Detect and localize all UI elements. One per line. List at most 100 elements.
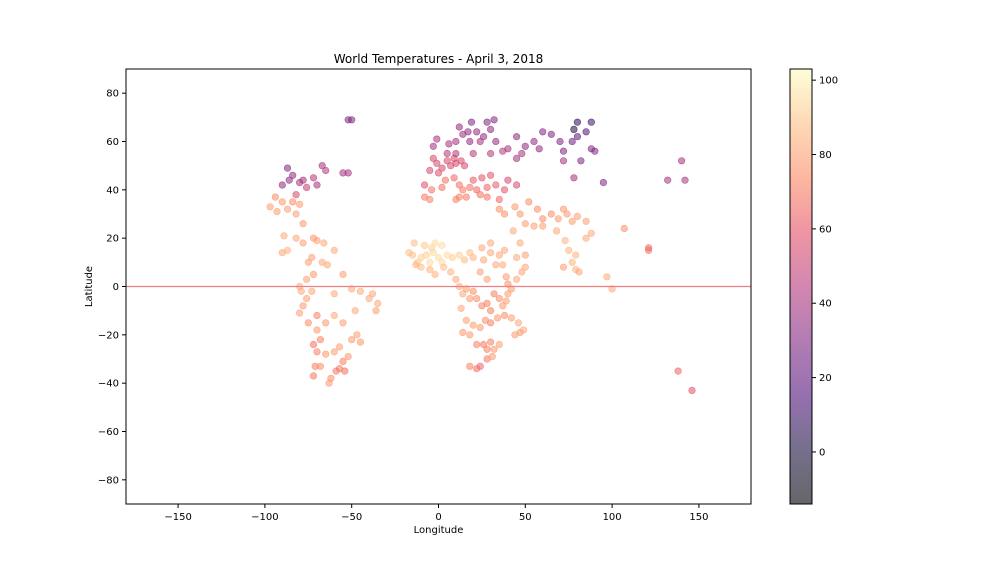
data-point xyxy=(483,275,491,283)
data-point xyxy=(539,128,547,136)
data-point xyxy=(452,150,460,158)
data-point xyxy=(356,338,365,346)
data-point xyxy=(500,311,509,320)
data-point xyxy=(289,198,297,206)
data-point xyxy=(308,287,316,295)
data-point xyxy=(487,307,495,315)
data-point xyxy=(460,162,469,170)
data-point xyxy=(573,118,582,126)
y-tick-label: −80 xyxy=(98,475,119,486)
data-point xyxy=(316,336,325,344)
colorbar-tick-label: 20 xyxy=(819,373,832,384)
data-point xyxy=(483,193,491,201)
data-point xyxy=(434,169,443,177)
data-point xyxy=(469,287,477,295)
data-point xyxy=(507,314,516,322)
x-tick-label: 100 xyxy=(603,512,622,523)
data-point xyxy=(473,340,481,349)
data-point xyxy=(490,116,498,124)
colorbar xyxy=(789,68,813,505)
data-point xyxy=(483,299,491,308)
data-point xyxy=(507,285,516,293)
data-point xyxy=(512,133,521,141)
data-point xyxy=(438,241,446,249)
data-point xyxy=(445,140,453,148)
colorbar-tick-label: 80 xyxy=(819,150,832,161)
data-point xyxy=(429,142,437,150)
data-point xyxy=(422,251,430,259)
data-point xyxy=(516,210,524,218)
data-point xyxy=(344,169,352,177)
data-point xyxy=(441,176,450,184)
data-point xyxy=(573,212,582,220)
data-point xyxy=(476,324,484,332)
data-point xyxy=(512,275,521,283)
data-point xyxy=(483,183,491,191)
data-point xyxy=(278,181,286,189)
data-point xyxy=(464,128,472,136)
data-point xyxy=(478,174,486,182)
data-point xyxy=(514,319,523,327)
data-point xyxy=(339,357,347,366)
data-point xyxy=(487,249,495,257)
data-point xyxy=(297,287,305,295)
colorbar-tick-label: 60 xyxy=(819,224,832,235)
data-point xyxy=(521,251,529,259)
data-point xyxy=(303,295,311,303)
data-point xyxy=(433,135,441,143)
data-point xyxy=(587,118,595,126)
data-point xyxy=(483,118,491,126)
data-point xyxy=(452,137,460,146)
data-point xyxy=(443,157,451,165)
data-point xyxy=(322,319,330,327)
data-point xyxy=(608,285,616,293)
data-point xyxy=(521,263,529,271)
data-point xyxy=(492,261,500,269)
data-point xyxy=(330,246,338,254)
data-point xyxy=(278,198,286,206)
y-tick-label: −60 xyxy=(98,427,119,438)
data-point xyxy=(273,208,281,216)
data-point xyxy=(565,246,573,254)
colorbar-tick-label: 0 xyxy=(819,447,825,458)
data-point xyxy=(313,181,321,189)
y-tick-label: 60 xyxy=(106,137,119,148)
data-point xyxy=(271,193,279,201)
data-point xyxy=(348,116,356,124)
data-point xyxy=(591,147,599,155)
data-point xyxy=(330,290,338,298)
data-point xyxy=(500,246,509,254)
data-point xyxy=(469,253,477,262)
data-point xyxy=(459,186,467,194)
data-point xyxy=(313,326,321,334)
data-point xyxy=(299,239,307,247)
data-point xyxy=(292,210,300,218)
data-point xyxy=(356,287,365,295)
data-point xyxy=(480,133,488,141)
data-point xyxy=(582,217,590,225)
data-point xyxy=(476,268,484,276)
data-point xyxy=(480,256,488,264)
data-point xyxy=(664,176,672,184)
data-point xyxy=(428,186,436,194)
data-point xyxy=(313,237,321,245)
data-point xyxy=(487,239,495,247)
data-point xyxy=(483,345,491,353)
data-point xyxy=(280,232,288,240)
data-point xyxy=(533,205,542,213)
data-point xyxy=(500,186,509,194)
data-point xyxy=(447,268,455,276)
data-point xyxy=(561,237,569,245)
x-tick-label: −150 xyxy=(164,512,191,523)
data-point xyxy=(431,270,439,279)
data-point xyxy=(455,251,463,259)
data-point xyxy=(495,205,503,213)
data-point xyxy=(313,311,321,320)
data-point xyxy=(530,137,538,146)
data-point xyxy=(502,273,510,281)
data-point xyxy=(469,176,477,184)
data-point xyxy=(568,217,576,225)
data-point xyxy=(582,128,590,136)
